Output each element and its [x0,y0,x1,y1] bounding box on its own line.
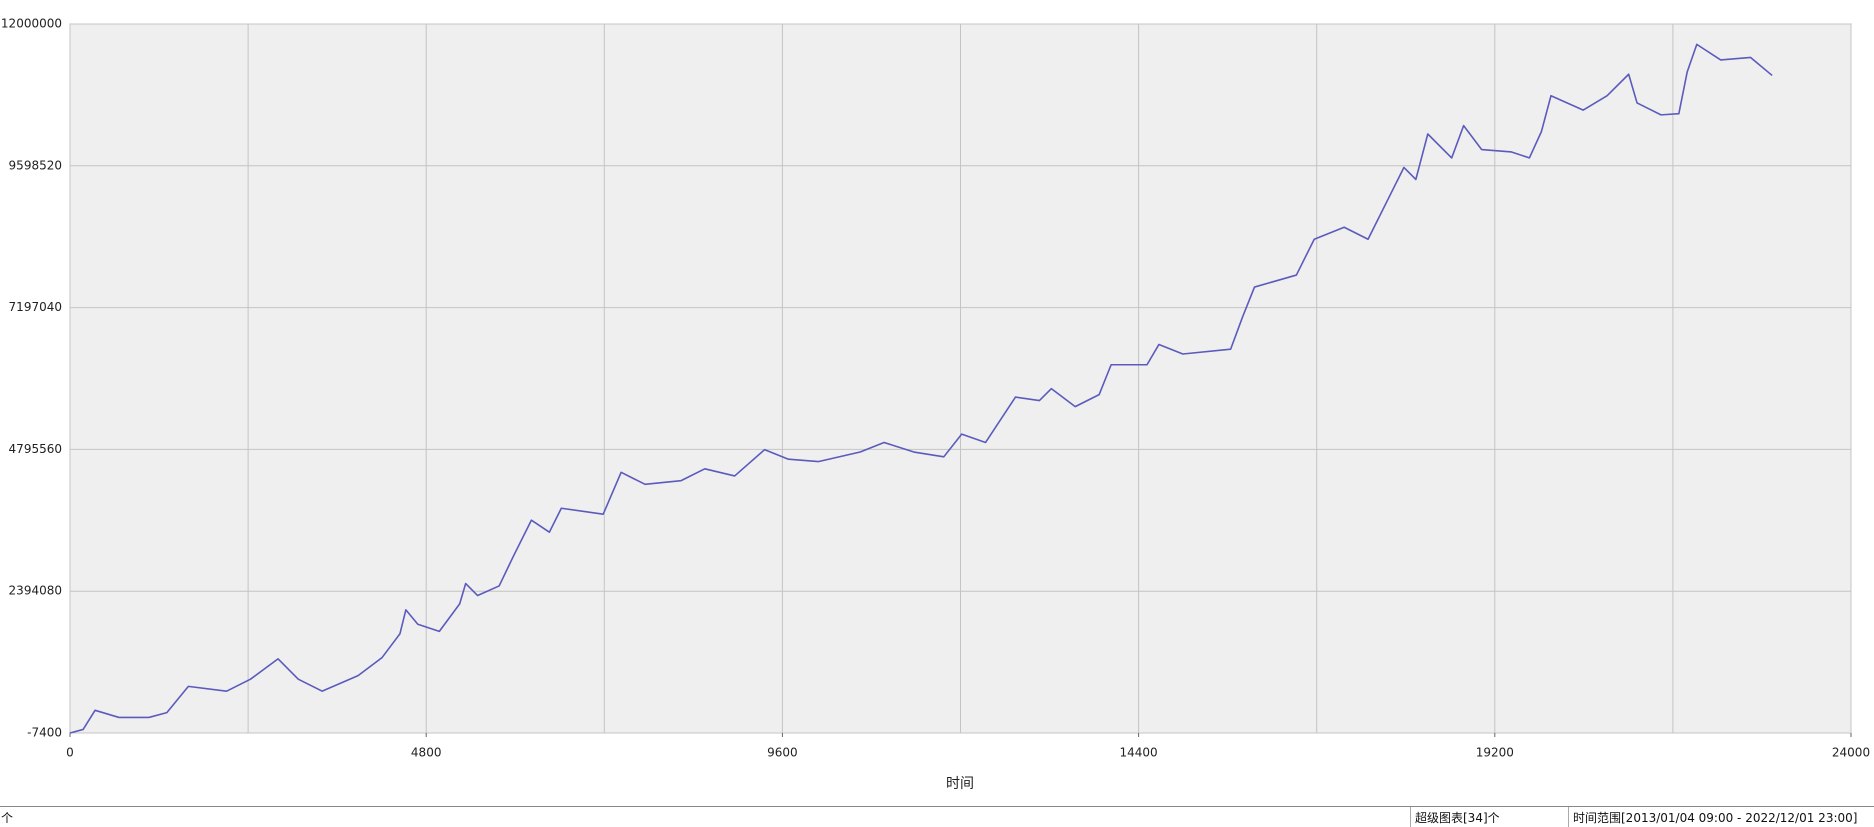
x-tick-label: 9600 [767,746,798,760]
x-tick-label: 24000 [1832,746,1870,760]
x-axis-title: 时间 [946,776,974,792]
data-line [69,43,1773,734]
y-tick-label: 12000000 [1,17,62,31]
x-tick-label: 14400 [1120,746,1158,760]
y-tick-label: -7400 [27,726,62,740]
x-tick-label: 19200 [1476,746,1514,760]
x-tick-label: 0 [66,746,74,760]
chart: 时间 -7400 2394080 4795560 7197040 9598520 1200… [1,17,1870,793]
x-tick-label: 4800 [411,746,442,760]
y-tick-label: 9598520 [9,158,62,172]
status-bar: 个 超级图表[34]个 时间范围[2013/01/04 09:00 - 2022… [0,806,1874,827]
status-time-range: 时间范围[2013/01/04 09:00 - 2022/12/01 23:00… [1573,811,1858,825]
status-charts: 超级图表[34]个 [1415,811,1500,825]
separator [1568,807,1569,827]
y-tick-label: 7197040 [9,300,62,314]
y-tick-label: 2394080 [9,584,62,598]
separator [1410,807,1411,827]
status-left: 个 [1,811,14,825]
y-tick-label: 4795560 [9,442,62,456]
